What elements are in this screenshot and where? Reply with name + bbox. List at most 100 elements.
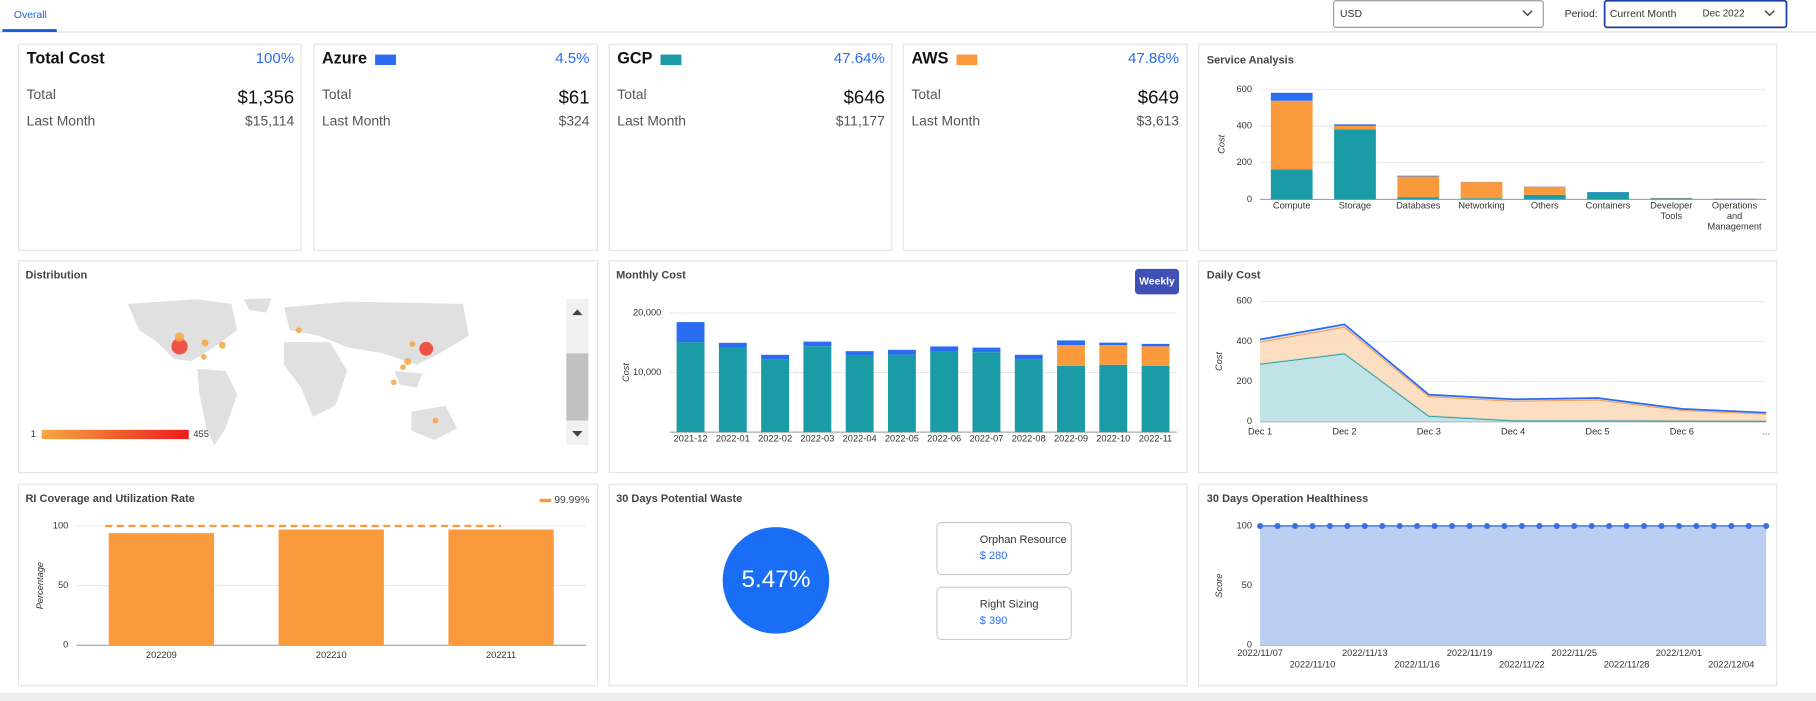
scroll-thumb[interactable] (566, 353, 589, 421)
x-tick-label: 2022/11/16 (1394, 659, 1440, 669)
y-tick-label: 200 (1237, 157, 1252, 167)
panel-title: RI Coverage and Utilization Rate (25, 493, 194, 505)
total-value: $649 (1138, 86, 1179, 107)
bar-segment (887, 354, 916, 433)
waste-item-name: Orphan Resource (980, 534, 1067, 546)
point (1693, 522, 1700, 529)
bar-segment (845, 351, 874, 356)
bar-segment (1270, 100, 1313, 170)
bar-segment (1397, 175, 1440, 177)
bar-segment (1141, 346, 1170, 366)
point (1396, 522, 1403, 529)
bar-segment (676, 322, 705, 343)
y-tick-label: 50 (1242, 580, 1252, 590)
y-axis-label: Cost (621, 363, 631, 382)
tab-underline (2, 29, 57, 33)
x-tick-label-box: Compute (1272, 200, 1311, 211)
bar-segment (718, 342, 747, 348)
card-share: 47.86% (1128, 50, 1179, 67)
bar (108, 533, 215, 646)
x-tick-label: 2022/11/25 (1551, 648, 1597, 658)
x-tick-label-box: 2022-01 (715, 433, 750, 444)
bar-segment (676, 342, 705, 433)
panel-title: Daily Cost (1207, 270, 1261, 282)
bar-segment (1270, 92, 1313, 101)
legend-swatch (660, 54, 682, 66)
x-tick-label-box: 2022-06 (927, 433, 961, 443)
x-tick-label: 2022-03 (800, 433, 835, 444)
point (1257, 522, 1264, 529)
last-month-label: Last Month (322, 112, 391, 128)
waste-item-name: Right Sizing (980, 599, 1039, 611)
toggle-button[interactable] (1135, 268, 1180, 295)
bottom-strip (0, 692, 1816, 701)
x-tick-label-box: Storage (1339, 201, 1371, 211)
bar-segment (1014, 354, 1043, 360)
waste-item[interactable] (936, 586, 1072, 641)
point (1728, 522, 1735, 529)
total-value: $61 (559, 86, 590, 107)
waste-item[interactable] (936, 521, 1072, 576)
point (1518, 522, 1525, 529)
total-label: Total (617, 86, 646, 102)
x-tick-label: Dec 1 (1248, 427, 1272, 437)
x-tick-label: Operations and Management (1707, 200, 1762, 232)
x-tick-label: Dec 5 (1585, 427, 1609, 437)
y-tick-label: 0 (1247, 194, 1252, 204)
y-tick-label: 400 (1237, 336, 1252, 346)
y-tick-label: 20,000 (633, 307, 661, 317)
bar (448, 529, 554, 646)
point (1466, 522, 1473, 529)
currency-value: USD (1340, 9, 1362, 20)
card (17, 43, 302, 251)
x-tick-label-box: Databases (1396, 201, 1440, 211)
y-tick-label: 50 (58, 580, 68, 590)
x-tick-label: Dec 3 (1417, 427, 1441, 437)
bar-segment (1397, 176, 1440, 198)
panel-title: 30 Days Operation Healthiness (1207, 493, 1368, 505)
bar-segment (845, 355, 874, 433)
point (1274, 522, 1281, 529)
x-tick-label-box: 2022-05 (884, 433, 919, 444)
last-month-label: Last Month (27, 112, 96, 128)
point (1763, 522, 1770, 529)
x-tick-label: 2022-01 (715, 433, 750, 444)
legend-swatch (375, 54, 396, 66)
bar-segment (718, 347, 747, 433)
bar-segment (1099, 345, 1128, 365)
bar-segment (1460, 198, 1503, 200)
last-month-label: Last Month (911, 112, 980, 128)
point (1379, 522, 1386, 529)
bar-segment (761, 354, 790, 360)
bar-segment (1057, 340, 1085, 346)
card-title: GCP (617, 50, 652, 68)
bar-segment (1057, 345, 1085, 366)
x-tick-label: 2022-05 (884, 433, 919, 444)
period-select[interactable] (1603, 0, 1788, 29)
x-tick-label: Compute (1272, 200, 1311, 211)
dropdown-arrow (1522, 10, 1533, 17)
y-tick-label: 600 (1237, 296, 1252, 306)
point (1606, 522, 1613, 529)
waste-item-amount: $ 280 (980, 550, 1008, 562)
x-tick-label: 2022/11/19 (1447, 648, 1493, 658)
bar-segment (1270, 169, 1313, 200)
bar-segment (1334, 129, 1376, 200)
y-axis-label: Cost (1216, 134, 1226, 153)
x-tick-label-box: 2022-02 (758, 433, 792, 443)
y-tick-label: 10,000 (633, 367, 661, 377)
last-month-label: Last Month (617, 112, 686, 128)
x-tick-label-box: 2022-10 (1096, 433, 1130, 443)
y-tick-label: 100 (1237, 520, 1252, 530)
waste-item-amount: $ 390 (980, 615, 1008, 627)
x-tick-label: Containers (1585, 200, 1631, 211)
currency-select[interactable] (1333, 0, 1544, 28)
x-tick-label: Dec 2 (1332, 427, 1356, 437)
bar (278, 529, 384, 646)
tab[interactable]: Overall (14, 10, 47, 21)
x-tick-label: 2022-09 (1054, 433, 1089, 444)
point (1588, 522, 1595, 529)
bar-segment (1397, 197, 1440, 200)
